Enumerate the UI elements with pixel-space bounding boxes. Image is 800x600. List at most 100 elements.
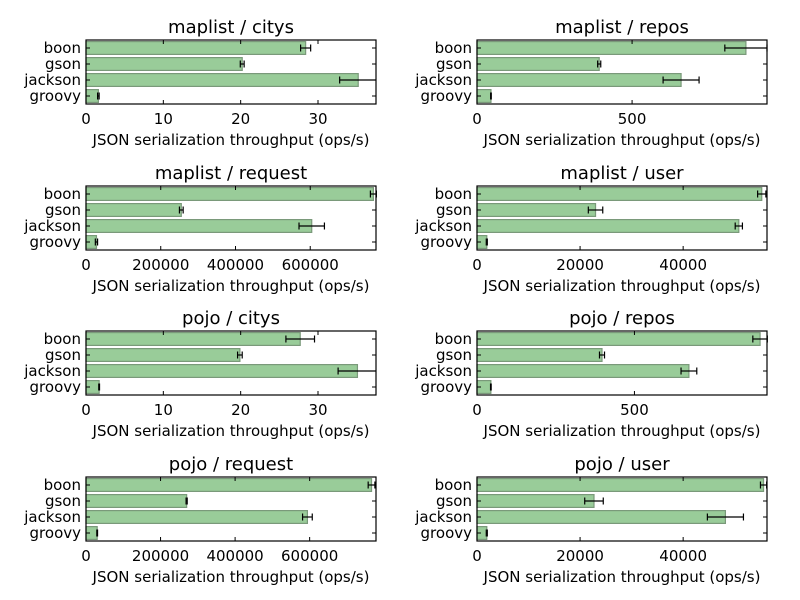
bar-gson [476, 494, 595, 509]
y-tick-label: gson [45, 492, 81, 510]
x-axis-label: JSON serialization throughput (ops/s) [92, 131, 370, 149]
bar-jackson [476, 510, 727, 525]
bar-boon [476, 332, 761, 347]
bar-boon [85, 478, 373, 493]
y-tick-label: boon [44, 185, 81, 203]
y-tick-label: gson [45, 55, 81, 73]
x-tick-label: 0 [472, 401, 482, 419]
subplot-title: pojo / request [169, 454, 293, 475]
axes-frame [476, 330, 768, 396]
y-tick-label: gson [45, 346, 81, 364]
y-tick-label: groovy [30, 378, 82, 396]
bar-gson [85, 203, 182, 218]
x-tick-label: 0 [472, 547, 482, 565]
bar-boon [85, 187, 374, 202]
bar-jackson [476, 219, 740, 234]
bar-boon [85, 332, 301, 347]
bar-gson [476, 348, 603, 363]
x-tick-label: 40000 [659, 547, 707, 565]
bar-gson [85, 56, 243, 71]
y-tick-label: groovy [421, 378, 473, 396]
bar-jackson [476, 364, 690, 379]
y-tick-label: jackson [23, 362, 81, 380]
y-tick-label: groovy [421, 233, 473, 251]
x-tick-label: 20000 [556, 547, 604, 565]
y-tick-label: jackson [23, 71, 81, 89]
x-tick-label: 10 [154, 110, 173, 128]
x-axis-label: JSON serialization throughput (ops/s) [483, 422, 761, 440]
bar-boon [476, 187, 763, 202]
x-axis-label: JSON serialization throughput (ops/s) [483, 277, 761, 295]
x-axis-label: JSON serialization throughput (ops/s) [92, 422, 370, 440]
y-tick-label: gson [436, 201, 472, 219]
y-tick-label: groovy [421, 87, 473, 105]
axes-frame [476, 185, 768, 251]
y-tick-label: gson [436, 55, 472, 73]
y-tick-label: boon [435, 330, 472, 348]
y-tick-label: jackson [23, 217, 81, 235]
x-tick-label: 600000 [281, 547, 338, 565]
y-tick-label: gson [436, 346, 472, 364]
x-tick-label: 0 [81, 256, 91, 274]
axes-frame [85, 330, 377, 396]
bar-gson [85, 348, 241, 363]
y-tick-label: boon [44, 476, 81, 494]
bar-boon [85, 40, 307, 55]
y-tick-label: boon [435, 476, 472, 494]
axes-frame [85, 476, 377, 542]
y-tick-label: gson [436, 492, 472, 510]
y-tick-label: groovy [30, 87, 82, 105]
y-tick-label: gson [45, 201, 81, 219]
bar-boon [476, 40, 747, 55]
x-tick-label: 0 [81, 401, 91, 419]
x-tick-label: 20000 [556, 256, 604, 274]
x-axis-label: JSON serialization throughput (ops/s) [483, 568, 761, 586]
bar-gson [85, 494, 188, 509]
y-tick-label: jackson [414, 362, 472, 380]
y-tick-label: boon [435, 39, 472, 57]
x-tick-label: 200000 [132, 256, 189, 274]
subplot-title: maplist / citys [168, 17, 294, 38]
bar-gson [476, 203, 597, 218]
bar-jackson [85, 219, 313, 234]
y-tick-label: groovy [421, 524, 473, 542]
y-tick-label: boon [44, 330, 81, 348]
x-tick-label: 0 [81, 547, 91, 565]
y-tick-label: boon [435, 185, 472, 203]
subplot-title: maplist / request [155, 163, 307, 184]
y-tick-label: jackson [414, 508, 472, 526]
x-tick-label: 500 [620, 401, 649, 419]
x-tick-label: 400000 [207, 256, 264, 274]
x-axis-label: JSON serialization throughput (ops/s) [92, 568, 370, 586]
bar-gson [476, 56, 600, 71]
y-tick-label: jackson [414, 217, 472, 235]
x-tick-label: 10 [154, 401, 173, 419]
x-tick-label: 600000 [282, 256, 339, 274]
y-tick-label: jackson [414, 71, 472, 89]
y-tick-label: jackson [23, 508, 81, 526]
x-tick-label: 40000 [659, 256, 707, 274]
axes-frame [85, 39, 377, 105]
x-tick-label: 20 [231, 401, 250, 419]
bar-boon [476, 478, 765, 493]
x-tick-label: 200000 [132, 547, 189, 565]
subplot-title: maplist / user [560, 163, 684, 184]
x-tick-label: 30 [308, 401, 327, 419]
axes-frame [476, 476, 768, 542]
x-tick-label: 0 [472, 110, 482, 128]
y-tick-label: groovy [30, 233, 82, 251]
bar-jackson [85, 72, 359, 87]
x-tick-label: 500 [618, 110, 647, 128]
axes-frame [476, 39, 768, 105]
bar-jackson [85, 364, 359, 379]
subplot-title: pojo / repos [569, 308, 675, 329]
